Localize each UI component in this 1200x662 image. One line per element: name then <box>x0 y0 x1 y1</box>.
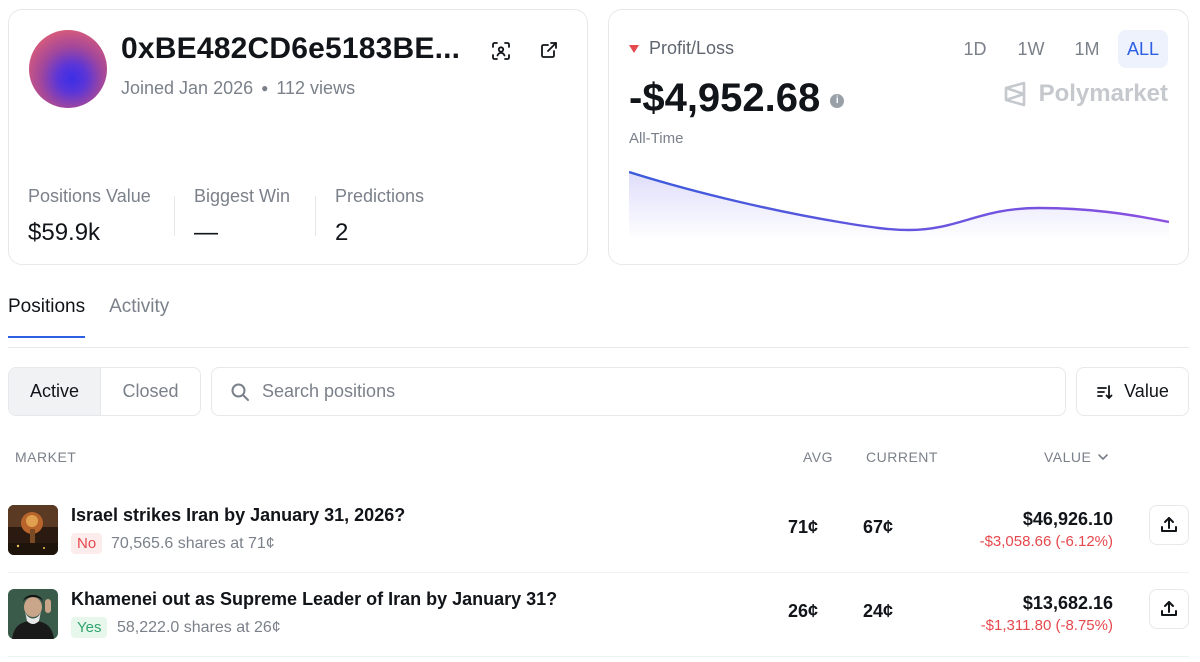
wallet-address: 0xBE482CD6e5183BE... <box>121 32 461 65</box>
pnl-chart-line <box>629 170 1169 232</box>
market-thumbnail <box>8 505 58 555</box>
explosion-image <box>8 505 58 555</box>
view-count: 112 views <box>276 78 356 98</box>
table-row[interactable]: Israel strikes Iran by January 31, 2026?… <box>8 505 1189 583</box>
sort-label: Value <box>1124 381 1169 401</box>
info-icon[interactable]: i <box>830 93 845 108</box>
outcome-badge: No <box>71 533 103 554</box>
stat-divider <box>174 196 175 236</box>
column-header-market: MARKET <box>15 449 77 465</box>
stat-divider <box>315 196 316 236</box>
stat-positions-value: Positions Value $59.9k <box>28 186 151 247</box>
upload-icon <box>1161 517 1177 532</box>
position-change: -$1,311.80 (-8.75%) <box>980 617 1113 634</box>
pnl-header: Profit/Loss <box>629 38 734 59</box>
column-header-avg[interactable]: AVG <box>803 449 834 465</box>
search-icon <box>231 383 249 401</box>
position-change: -$3,058.66 (-6.12%) <box>979 533 1113 550</box>
column-header-current[interactable]: CURRENT <box>866 449 938 465</box>
stat-label: Predictions <box>335 186 425 206</box>
market-title[interactable]: Israel strikes Iran by January 31, 2026? <box>71 505 406 525</box>
polymarket-logo-icon <box>1004 81 1025 107</box>
status-toggle: Active Closed <box>8 367 201 416</box>
pnl-period: All-Time <box>629 130 684 147</box>
upload-icon <box>1161 601 1177 616</box>
outcome-badge: Yes <box>71 617 108 638</box>
table-row[interactable]: Khamenei out as Supreme Leader of Iran b… <box>8 589 1189 662</box>
profile-meta: Joined Jan 2026 ● 112 views <box>121 78 355 99</box>
position-value: $13,682.16 <box>1022 593 1113 613</box>
stat-label: Positions Value <box>28 186 151 206</box>
tabs-divider <box>8 347 1189 348</box>
column-header-value-label: VALUE <box>1044 449 1092 465</box>
pnl-label: Profit/Loss <box>649 38 735 58</box>
segment-closed[interactable]: Closed <box>122 381 179 401</box>
stat-value: — <box>194 219 218 246</box>
range-tab-1d[interactable]: 1D <box>963 38 987 59</box>
shares-info: 58,222.0 shares at 26¢ <box>117 619 281 636</box>
range-tab-all[interactable]: ALL <box>1118 30 1168 68</box>
share-button[interactable] <box>1149 505 1189 545</box>
segment-active[interactable]: Active <box>9 368 101 415</box>
row-divider <box>8 656 1189 657</box>
pnl-value-row: -$4,952.68 i <box>629 76 845 121</box>
meta-separator: ● <box>261 81 269 95</box>
range-tab-1m[interactable]: 1M <box>1074 38 1100 59</box>
column-header-value[interactable]: VALUE <box>1044 449 1109 465</box>
market-title[interactable]: Khamenei out as Supreme Leader of Iran b… <box>71 589 558 609</box>
avg-price: 71¢ <box>788 517 819 537</box>
shares-info: 70,565.6 shares at 71¢ <box>111 535 275 552</box>
pnl-chart-area <box>629 172 1169 240</box>
portrait-image <box>8 589 58 639</box>
avatar <box>29 30 107 108</box>
stat-value: 2 <box>335 219 349 246</box>
pnl-value: -$4,952.68 <box>629 76 821 120</box>
avg-price: 26¢ <box>788 601 819 621</box>
brand-name: Polymarket <box>1038 80 1168 107</box>
pnl-card: Profit/Loss 1D 1W 1M ALL -$4,952.68 i Po… <box>608 9 1189 265</box>
stat-value: $59.9k <box>28 219 101 246</box>
current-price: 24¢ <box>863 601 894 621</box>
pnl-chart <box>629 170 1169 240</box>
joined-date: Joined Jan 2026 <box>121 78 254 98</box>
stat-biggest-win: Biggest Win — <box>194 186 290 247</box>
external-link-icon[interactable] <box>537 38 561 62</box>
stat-label: Biggest Win <box>194 186 291 206</box>
position-value: $46,926.10 <box>1022 509 1113 529</box>
search-input[interactable] <box>262 381 1022 402</box>
tab-activity[interactable]: Activity <box>109 296 170 317</box>
polymarket-logo: Polymarket <box>1001 80 1168 108</box>
sort-button[interactable]: Value <box>1076 367 1189 416</box>
qr-scan-icon[interactable] <box>489 39 513 63</box>
tab-positions[interactable]: Positions <box>8 296 86 338</box>
chevron-down-icon <box>1098 454 1109 460</box>
down-triangle-icon <box>629 44 639 53</box>
range-tab-1w[interactable]: 1W <box>1017 38 1045 59</box>
row-divider <box>8 572 1189 573</box>
current-price: 67¢ <box>863 517 894 537</box>
sort-icon <box>1097 384 1113 399</box>
stat-predictions: Predictions 2 <box>335 186 424 247</box>
share-button[interactable] <box>1149 589 1189 629</box>
range-tabs: 1D 1W 1M ALL <box>950 30 1168 68</box>
profile-card: 0xBE482CD6e5183BE... Joined Jan 2026 ● 112… <box>8 9 588 265</box>
search-box <box>211 367 1066 416</box>
market-thumbnail <box>8 589 58 639</box>
tab-bar: Positions Activity <box>8 296 169 338</box>
